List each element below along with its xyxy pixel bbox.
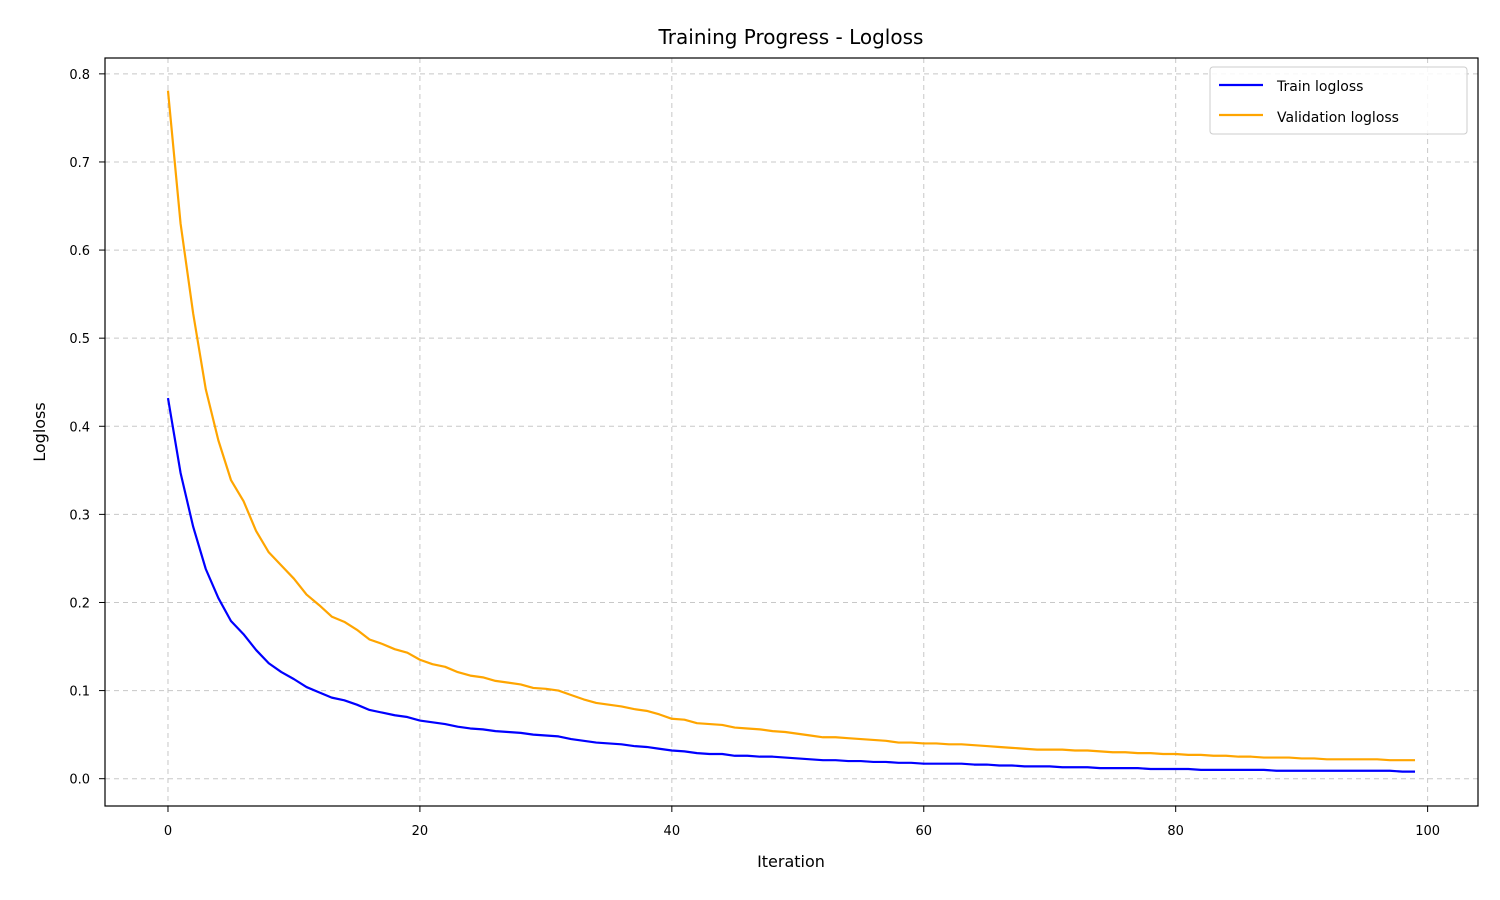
y-axis-label: Logloss bbox=[30, 402, 49, 461]
y-tick-label: 0.6 bbox=[69, 244, 90, 259]
y-tick-label: 0.4 bbox=[69, 420, 90, 435]
x-tick-label: 40 bbox=[664, 824, 681, 839]
train-logloss-line bbox=[166, 397, 1416, 773]
legend-box bbox=[1209, 66, 1468, 135]
grid bbox=[105, 58, 1478, 806]
y-tick-label: 0.0 bbox=[69, 773, 90, 788]
y-tick-label: 0.3 bbox=[69, 508, 90, 523]
legend-label-validation: Validation logloss bbox=[1277, 110, 1399, 126]
x-tick-label: 0 bbox=[164, 824, 172, 839]
x-axis-ticks: 0 20 40 60 80 100 bbox=[164, 806, 1440, 839]
validation-logloss-line bbox=[166, 90, 1416, 762]
x-tick-label: 20 bbox=[412, 824, 429, 839]
plot-series bbox=[166, 90, 1416, 773]
legend: Train logloss Validation logloss bbox=[1209, 66, 1468, 135]
legend-label-train: Train logloss bbox=[1276, 79, 1363, 95]
y-axis-ticks: 0.0 0.1 0.2 0.3 0.4 0.5 0.6 0.7 0.8 bbox=[69, 68, 105, 788]
y-tick-label: 0.7 bbox=[69, 156, 90, 171]
y-tick-label: 0.2 bbox=[69, 596, 90, 611]
y-tick-label: 0.5 bbox=[69, 332, 90, 347]
plot-area-frame bbox=[104, 57, 1479, 807]
y-tick-label: 0.1 bbox=[69, 685, 90, 700]
x-tick-label: 100 bbox=[1415, 824, 1440, 839]
x-tick-label: 80 bbox=[1167, 824, 1184, 839]
chart-title: Training Progress - Logloss bbox=[658, 25, 924, 49]
x-tick-label: 60 bbox=[915, 824, 932, 839]
x-axis-label: Iteration bbox=[757, 852, 825, 871]
y-tick-label: 0.8 bbox=[69, 68, 90, 83]
